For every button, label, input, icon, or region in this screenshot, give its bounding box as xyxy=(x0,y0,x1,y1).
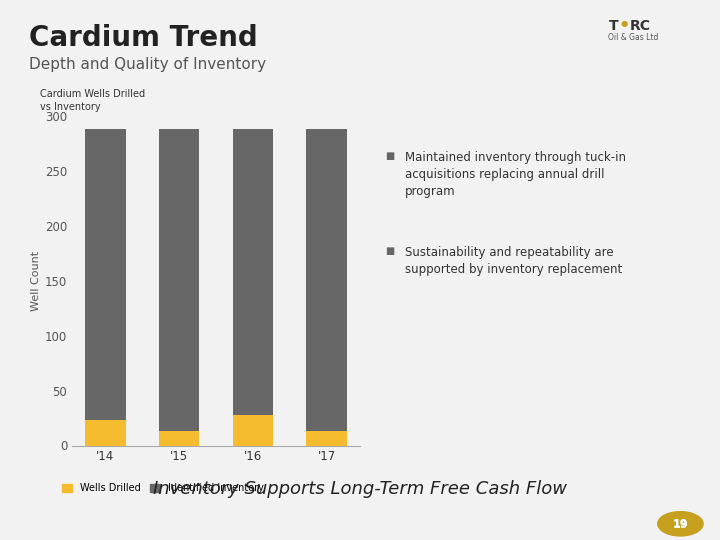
Text: [VALUE]: [VALUE] xyxy=(162,434,197,443)
Text: 19: 19 xyxy=(672,519,688,529)
Circle shape xyxy=(658,512,703,536)
Text: Cardium Wells Drilled
vs Inventory: Cardium Wells Drilled vs Inventory xyxy=(40,89,145,112)
Text: ●: ● xyxy=(621,19,628,28)
Text: [VALUE]: [VALUE] xyxy=(235,426,270,435)
Text: Inventory Supports Long-Term Free Cash Flow: Inventory Supports Long-Term Free Cash F… xyxy=(153,480,567,498)
Bar xyxy=(85,129,126,420)
Bar xyxy=(306,431,347,446)
Bar xyxy=(159,431,199,446)
Text: Depth and Quality of Inventory: Depth and Quality of Inventory xyxy=(29,57,266,72)
Text: 19: 19 xyxy=(672,520,688,530)
Bar xyxy=(159,129,199,431)
Text: Oil & Gas Ltd: Oil & Gas Ltd xyxy=(608,33,659,43)
Text: T: T xyxy=(608,19,618,33)
Text: Maintained inventory through tuck-in
acquisitions replacing annual drill
program: Maintained inventory through tuck-in acq… xyxy=(405,151,626,198)
Text: ■: ■ xyxy=(385,246,395,256)
Bar xyxy=(233,129,273,415)
Text: Sustainability and repeatability are
supported by inventory replacement: Sustainability and repeatability are sup… xyxy=(405,246,623,276)
Y-axis label: Well Count: Well Count xyxy=(31,251,41,311)
Bar xyxy=(85,420,126,445)
Text: Cardium Trend: Cardium Trend xyxy=(29,24,258,52)
Text: [VALUE]: [VALUE] xyxy=(310,434,344,443)
Text: RC: RC xyxy=(629,19,650,33)
Legend: Wells Drilled, Identified Inventory: Wells Drilled, Identified Inventory xyxy=(63,483,264,494)
Text: ■: ■ xyxy=(385,151,395,161)
Text: [VALUE]: [VALUE] xyxy=(88,428,122,437)
Bar xyxy=(306,129,347,431)
Bar xyxy=(233,415,273,446)
